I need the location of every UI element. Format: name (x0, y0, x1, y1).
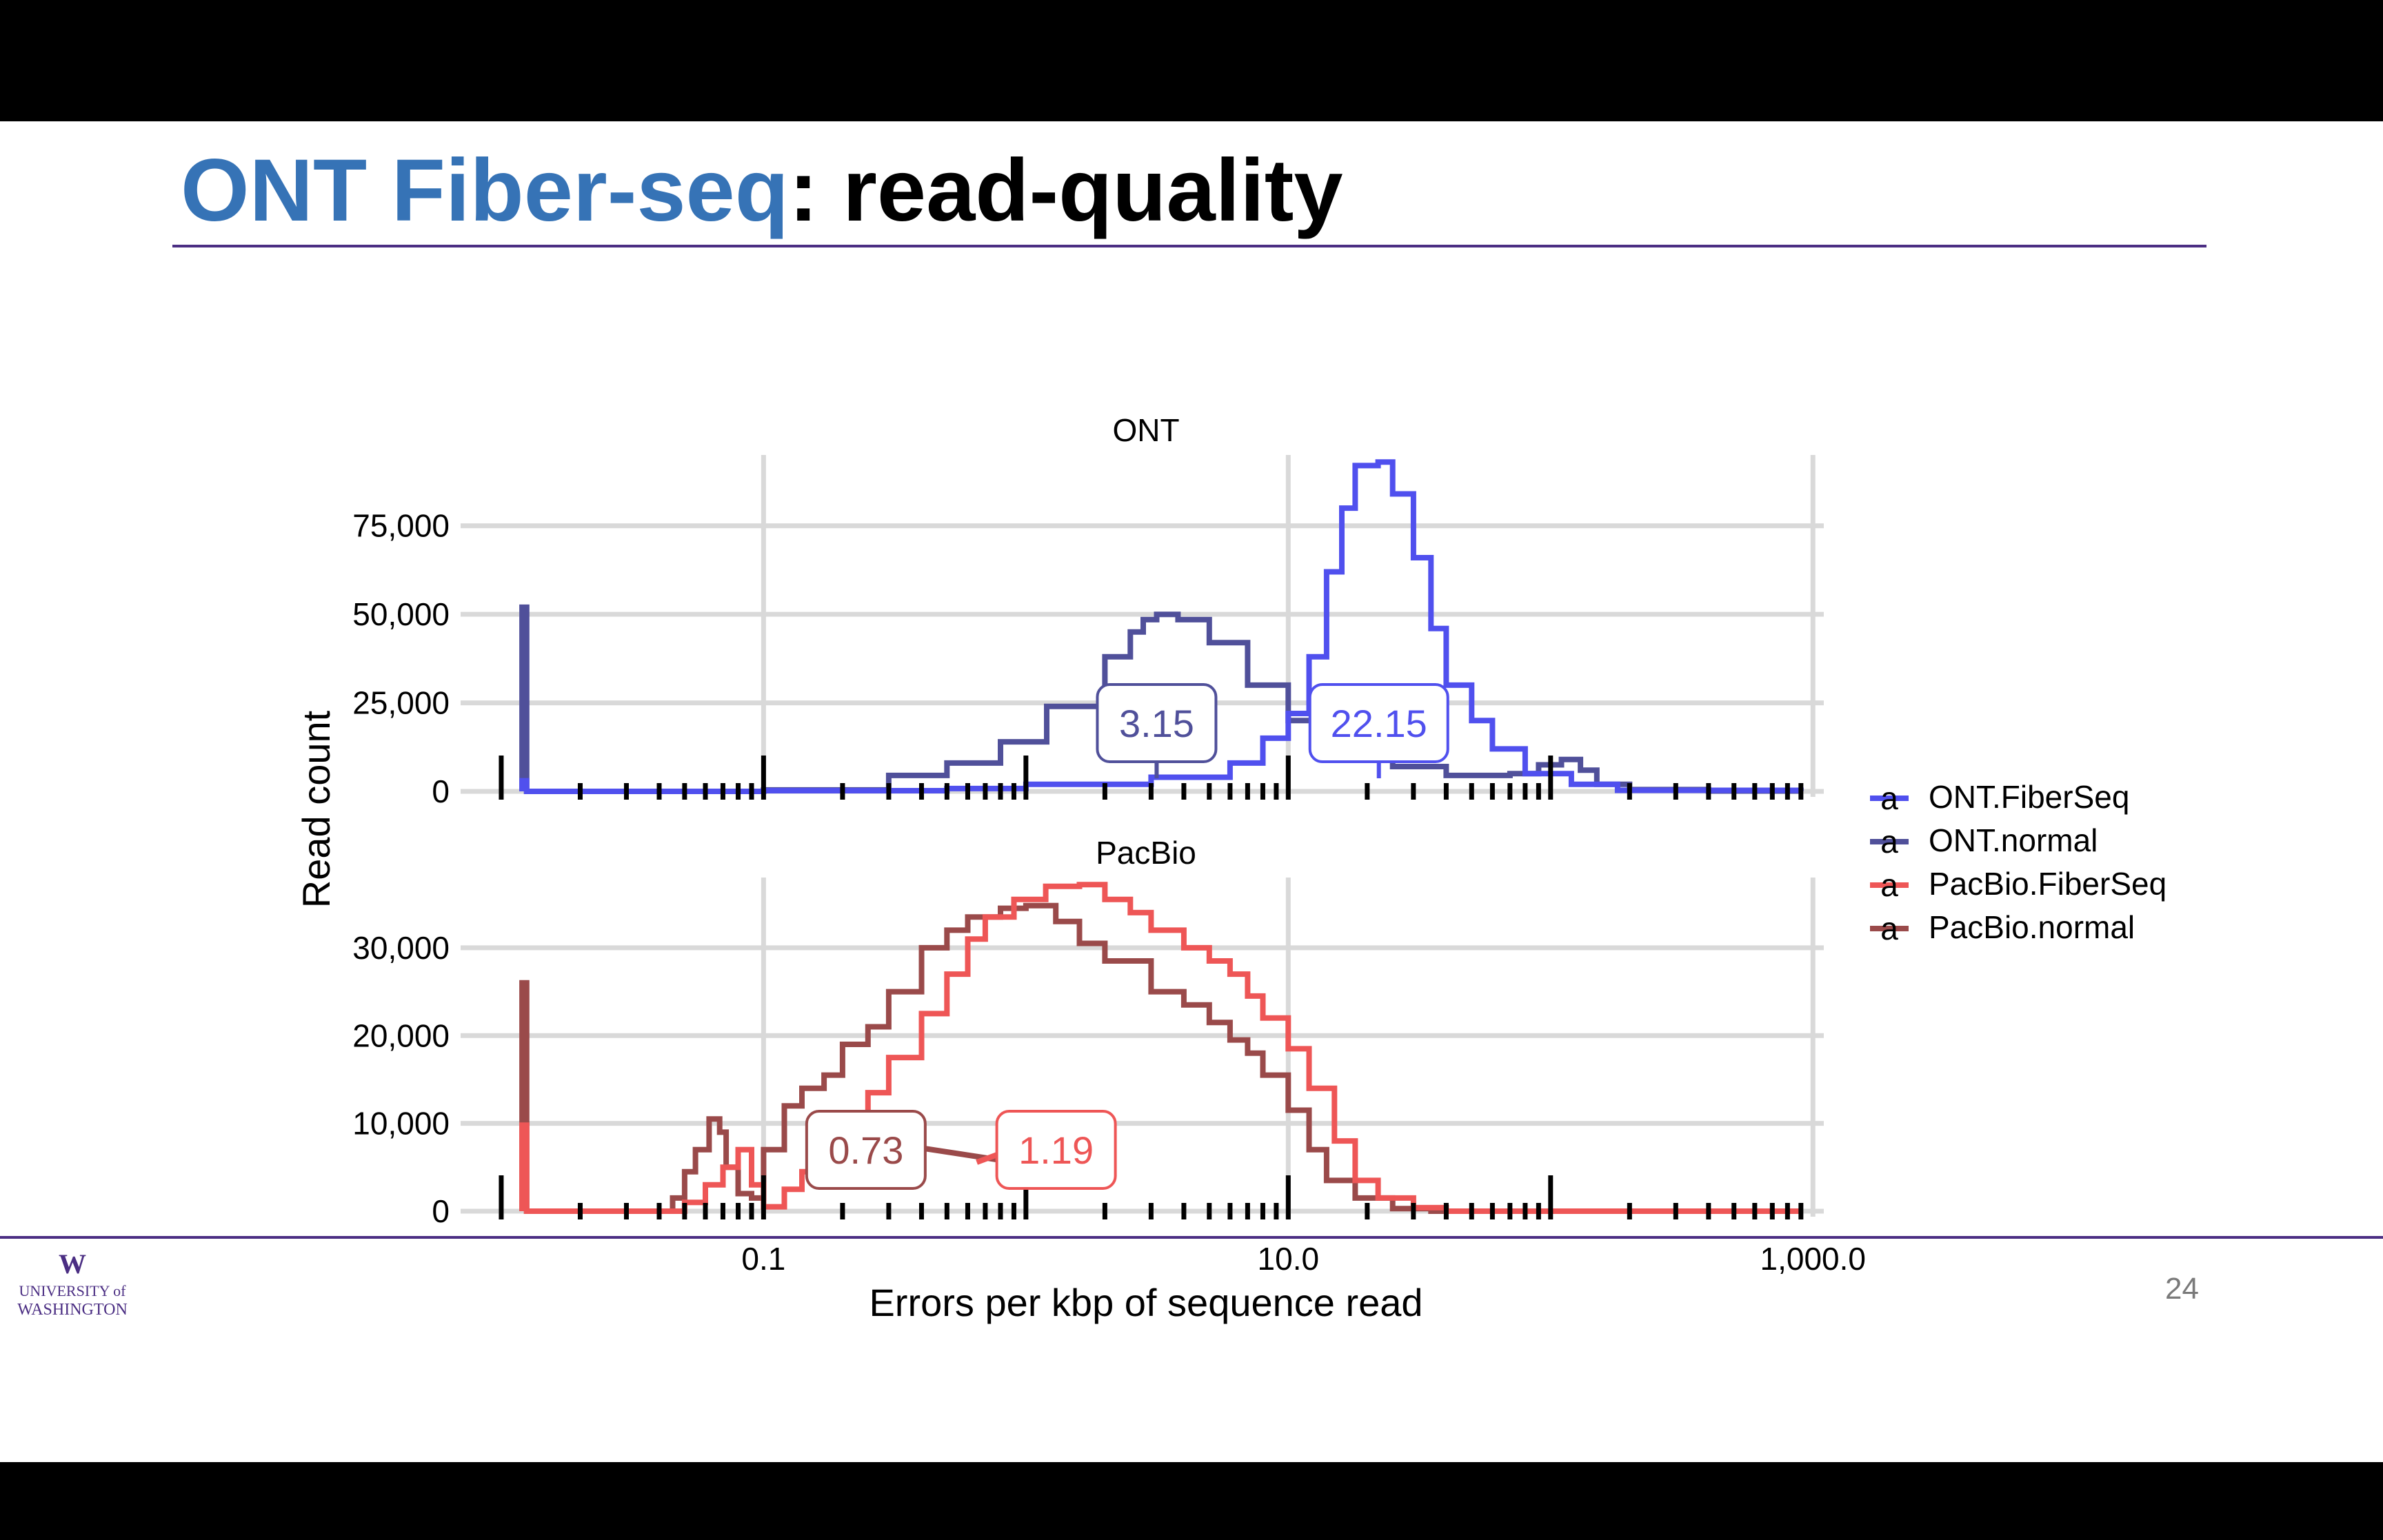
y-tick-label: 20,000 (352, 1017, 450, 1053)
x-axis-title: Errors per kbp of sequence read (869, 1281, 1422, 1324)
legend-key-glyph: a (1880, 824, 1898, 860)
uw-logo-line1: UNIVERSITY of (19, 1282, 127, 1299)
median-label-box (1096, 683, 1218, 763)
y-tick-label: 75,000 (352, 508, 450, 544)
strip-label-ont: ONT (1112, 412, 1179, 448)
strip-label-pacbio: PacBio (1096, 835, 1196, 871)
uw-logo: W UNIVERSITY of WASHINGTON (17, 1248, 128, 1319)
legend-label: PacBio.normal (1929, 909, 2135, 945)
median-label: 0.73 (828, 1128, 903, 1172)
title-highlight: ONT Fiber-seq (181, 141, 789, 240)
median-label-box (995, 1110, 1117, 1190)
series-line-ont-normal (519, 604, 1801, 794)
title-rest: : read-quality (788, 141, 1343, 240)
median-label-box (805, 1110, 927, 1190)
median-label: 1.19 (1018, 1128, 1094, 1172)
footer-rule (0, 1236, 2383, 1239)
x-tick-label: 10.0 (1258, 1241, 1320, 1277)
series-line-pacbio-fiberseq (519, 882, 1801, 1214)
uw-logo-w: W (59, 1248, 86, 1279)
legend: a ONT.FiberSeq a ONT.normal a PacBio.FiberSeq… (1870, 779, 2166, 946)
axes-text: ONT PacBio Errors per kbp of sequence re… (294, 412, 1866, 1324)
y-tick-label: 25,000 (352, 685, 450, 721)
series-labels: 3.15 22.15 0.73 1.19 (805, 683, 1449, 1190)
legend-key-glyph: a (1880, 911, 1898, 946)
median-label: 3.15 (1119, 702, 1194, 745)
x-tick-label: 1,000.0 (1760, 1241, 1866, 1277)
y-tick-label: 0 (432, 773, 450, 809)
y-tick-label: 10,000 (352, 1106, 450, 1142)
legend-label: ONT.FiberSeq (1929, 779, 2129, 815)
rug-layer (499, 756, 1804, 1219)
median-label-box (1308, 683, 1449, 763)
uw-logo-line2: WASHINGTON (17, 1301, 128, 1319)
y-axis-title: Read count (294, 710, 338, 908)
legend-label: PacBio.FiberSeq (1929, 866, 2166, 902)
slide-title: ONT Fiber-seq: read-quality (181, 138, 1343, 244)
x-tick-label: 0.1 (741, 1241, 785, 1277)
page-number: 24 (2165, 1272, 2199, 1306)
y-tick-label: 30,000 (352, 930, 450, 966)
legend-key-glyph: a (1880, 780, 1898, 816)
legend-key-glyph: a (1880, 867, 1898, 903)
legend-label: ONT.normal (1929, 822, 2098, 858)
y-tick-label: 50,000 (352, 596, 450, 632)
median-label: 22.15 (1331, 702, 1427, 745)
title-underline (172, 245, 2206, 247)
y-tick-label: 0 (432, 1193, 450, 1229)
series-line-pacbio-normal (519, 902, 1801, 1214)
